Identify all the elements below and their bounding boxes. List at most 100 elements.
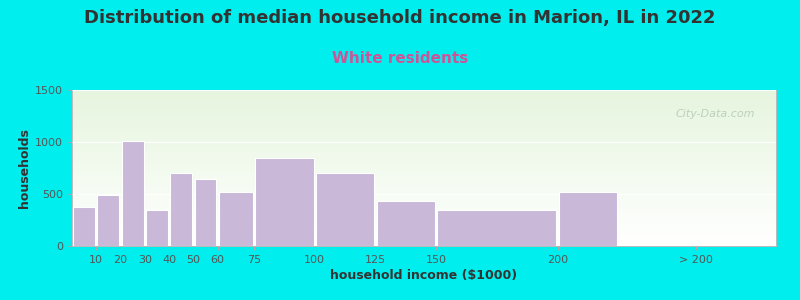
Bar [219, 192, 253, 246]
Bar [72, 142, 776, 143]
Bar [72, 207, 776, 208]
Bar [72, 134, 776, 135]
Bar [72, 107, 776, 109]
Bar [72, 101, 776, 103]
Bar [316, 173, 374, 246]
Bar [72, 174, 776, 176]
Bar [72, 204, 776, 206]
Bar [72, 157, 776, 159]
Bar [72, 220, 776, 221]
Bar [72, 194, 776, 196]
Bar [72, 243, 776, 244]
Bar [72, 162, 776, 163]
Bar [72, 190, 776, 191]
Bar [72, 169, 776, 171]
Bar [72, 109, 776, 110]
Bar [72, 213, 776, 215]
Bar [72, 103, 776, 104]
Bar [72, 218, 776, 220]
Bar [72, 93, 776, 95]
Bar [72, 181, 776, 182]
Bar [72, 210, 776, 212]
Bar [72, 232, 776, 233]
Text: Distribution of median household income in Marion, IL in 2022: Distribution of median household income … [84, 9, 716, 27]
Bar [72, 212, 776, 213]
Bar [72, 182, 776, 184]
Bar [72, 99, 776, 101]
Bar [72, 159, 776, 160]
Bar [72, 135, 776, 137]
Bar [72, 237, 776, 238]
Bar [72, 196, 776, 198]
Bar [72, 128, 776, 129]
Bar [72, 235, 776, 237]
Bar [72, 151, 776, 152]
Bar [72, 167, 776, 168]
Bar [72, 123, 776, 124]
Bar [72, 149, 776, 151]
Bar [72, 152, 776, 154]
Bar [146, 210, 168, 246]
Bar [72, 120, 776, 121]
Bar [72, 184, 776, 185]
Bar [72, 216, 776, 218]
Bar [72, 224, 776, 226]
Bar [72, 191, 776, 193]
Bar [72, 229, 776, 230]
Bar [72, 208, 776, 210]
Bar [72, 171, 776, 173]
Bar [72, 115, 776, 116]
Bar [72, 106, 776, 107]
Bar [72, 215, 776, 216]
Bar [72, 124, 776, 126]
Bar [72, 179, 776, 181]
Y-axis label: households: households [18, 128, 31, 208]
Bar [72, 110, 776, 112]
Bar [72, 129, 776, 130]
Bar [72, 198, 776, 199]
Bar [72, 221, 776, 223]
Bar [72, 188, 776, 190]
Bar [72, 148, 776, 149]
Bar [72, 118, 776, 120]
Bar [72, 96, 776, 98]
Bar [72, 223, 776, 224]
Bar [72, 165, 776, 166]
Bar [72, 155, 776, 157]
Bar [72, 241, 776, 243]
Bar [72, 126, 776, 128]
Bar [72, 95, 776, 96]
Bar [122, 141, 144, 246]
Bar [72, 201, 776, 202]
Bar [72, 168, 776, 170]
Bar [255, 158, 314, 246]
Bar [194, 179, 217, 246]
Bar [72, 143, 776, 145]
Bar [72, 233, 776, 235]
Bar [72, 130, 776, 132]
Bar [72, 163, 776, 165]
Bar [72, 173, 776, 174]
Bar [72, 138, 776, 140]
Bar [72, 227, 776, 229]
Bar [438, 210, 556, 246]
Bar [558, 192, 617, 246]
Bar [72, 202, 776, 204]
Bar [170, 173, 192, 246]
Bar [72, 146, 776, 148]
Bar [72, 177, 776, 179]
Bar [72, 132, 776, 134]
Bar [72, 140, 776, 142]
Bar [98, 195, 119, 246]
Bar [72, 240, 776, 241]
Bar [72, 244, 776, 246]
Bar [72, 112, 776, 113]
Bar [72, 230, 776, 232]
Bar [72, 104, 776, 106]
Bar [72, 193, 776, 194]
Bar [72, 185, 776, 187]
Bar [72, 90, 776, 92]
Bar [72, 145, 776, 146]
Bar [72, 187, 776, 188]
Bar [72, 113, 776, 115]
